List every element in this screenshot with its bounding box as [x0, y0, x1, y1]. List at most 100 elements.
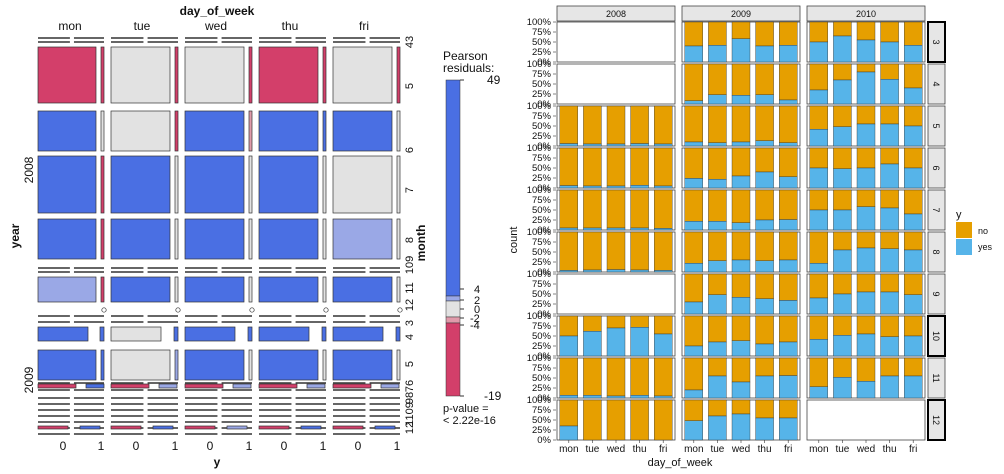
mosaic-tile [332, 110, 393, 152]
bar-no-2008-6-tue [583, 147, 602, 187]
row-strip-label-5: 5 [931, 123, 941, 128]
y-tick-label: 0% [537, 267, 551, 278]
legend-min: -19 [484, 389, 502, 403]
bar-no-2008-10-fri [654, 315, 673, 335]
bar-no-2008-12-tue [583, 399, 602, 441]
bar-no-2010-3-thu [880, 21, 899, 43]
legend-tick-label: -4 [470, 320, 480, 332]
y-tick-label: 25% [532, 383, 552, 394]
bar-yes-2010-8-wed [856, 247, 876, 273]
panel-2008-9 [556, 273, 676, 315]
bar-no-2009-12-fri [779, 399, 798, 419]
mosaic-month-label: 109 [404, 256, 416, 274]
mosaic-y-level-0: 0 [281, 439, 288, 453]
bar-no-2009-9-mon [684, 273, 703, 303]
bar-yes-2008-7-mon [559, 227, 578, 231]
bar-no-2008-11-mon [559, 357, 578, 396]
y-tick-label: 0% [537, 99, 551, 110]
mosaic-tile [184, 425, 216, 430]
mosaic-tile [110, 326, 162, 342]
x-tick-label-thu: thu [883, 444, 897, 455]
mosaic-tile-side [100, 110, 105, 152]
bar-no-2009-9-thu [755, 273, 774, 299]
bar-yes-2010-11-wed [856, 381, 876, 399]
bar-yes-2008-11-thu [630, 395, 649, 399]
bar-no-2010-3-mon [809, 21, 828, 43]
bar-no-2009-11-wed [731, 357, 751, 383]
bar-no-2009-7-fri [779, 189, 798, 220]
mosaic-tile-side [322, 155, 327, 214]
x-tick-label-mon: mon [809, 444, 828, 455]
mosaic-tile-side [100, 46, 105, 104]
bar-yes-2009-12-tue [708, 415, 727, 441]
mosaic-tile-side [100, 218, 105, 260]
mosaic-month-label: 5 [404, 83, 416, 89]
bar-no-2010-7-thu [880, 189, 899, 209]
bar-yes-2010-8-thu [880, 248, 899, 273]
y-tick-label: 75% [532, 405, 552, 416]
bar-no-2008-12-mon [559, 399, 578, 427]
bar-no-2009-6-tue [708, 147, 727, 180]
bar-yes-2008-8-wed [606, 269, 626, 273]
y-tick-label: 100% [527, 227, 552, 238]
mosaic-tile [110, 46, 171, 104]
bar-yes-2010-5-mon [809, 128, 828, 147]
x-tick-label-thu: thu [633, 444, 647, 455]
bar-no-2009-11-fri [779, 357, 798, 376]
mosaic-empty-marker [101, 307, 107, 313]
y-tick-label: 100% [527, 269, 552, 280]
column-strip-2010 [806, 5, 926, 22]
mosaic-tile [184, 46, 245, 104]
bar-yes-2008-8-tue [583, 269, 602, 273]
mosaic-tile [37, 349, 97, 381]
y-tick-label: 100% [527, 395, 552, 406]
bar-no-2009-10-wed [731, 315, 751, 341]
legend-title-line2: residuals: [443, 61, 494, 75]
panel-2010-12 [806, 399, 926, 441]
mosaic-empty-marker [397, 307, 403, 313]
mosaic-tile [110, 383, 150, 389]
bar-no-2008-8-tue [583, 231, 602, 271]
y-tick-label: 50% [532, 373, 552, 384]
mosaic-tile-side [248, 110, 253, 152]
bar-no-2008-10-tue [583, 315, 602, 332]
y-tick-label: 50% [532, 415, 552, 426]
legend-max: 49 [487, 73, 501, 87]
bar-no-2008-5-wed [606, 105, 626, 145]
bar-yes-2010-9-thu [880, 291, 899, 315]
mosaic-tile [110, 218, 171, 260]
x-tick-label-mon: mon [559, 444, 578, 455]
bar-yes-2008-5-tue [583, 143, 602, 147]
bar-no-2010-10-tue [833, 315, 852, 336]
bar-yes-2010-11-thu [880, 375, 899, 399]
mosaic-month-label: 6 [404, 147, 416, 153]
mosaic-empty-marker [175, 307, 181, 313]
bar-no-2010-9-wed [856, 273, 876, 293]
bar-yes-2009-11-thu [755, 375, 774, 399]
legend-band-low [445, 322, 461, 397]
bar-no-2008-6-fri [654, 147, 673, 187]
mosaic-tile-side [99, 326, 105, 342]
mosaic-tiles [37, 37, 403, 435]
bar-yes-2009-9-tue [708, 294, 727, 315]
y-tick-label: 50% [532, 121, 552, 132]
bar-yes-2010-6-fri [904, 167, 923, 189]
y-tick-label: 50% [532, 247, 552, 258]
bar-yes-2010-5-wed [856, 123, 876, 147]
mosaic-tile [300, 425, 322, 430]
mosaic-tile [258, 326, 310, 342]
bar-yes-2010-4-mon [809, 89, 828, 105]
bar-no-2009-12-thu [755, 399, 774, 419]
mosaic-tile [37, 155, 97, 214]
y-tick-label: 50% [532, 163, 552, 174]
bar-yes-2009-6-tue [708, 178, 727, 189]
bar-yes-2008-5-thu [630, 143, 649, 147]
mosaic-tile [110, 349, 171, 381]
mosaic-month-label: 3 [404, 320, 416, 326]
y-tick-label: 0% [537, 351, 551, 362]
bar-no-2010-4-tue [833, 63, 852, 81]
mosaic-tile [332, 383, 372, 389]
bar-yes-2010-4-fri [904, 87, 923, 105]
mosaic-tile [85, 383, 105, 389]
mosaic-x-title: y [214, 455, 221, 469]
